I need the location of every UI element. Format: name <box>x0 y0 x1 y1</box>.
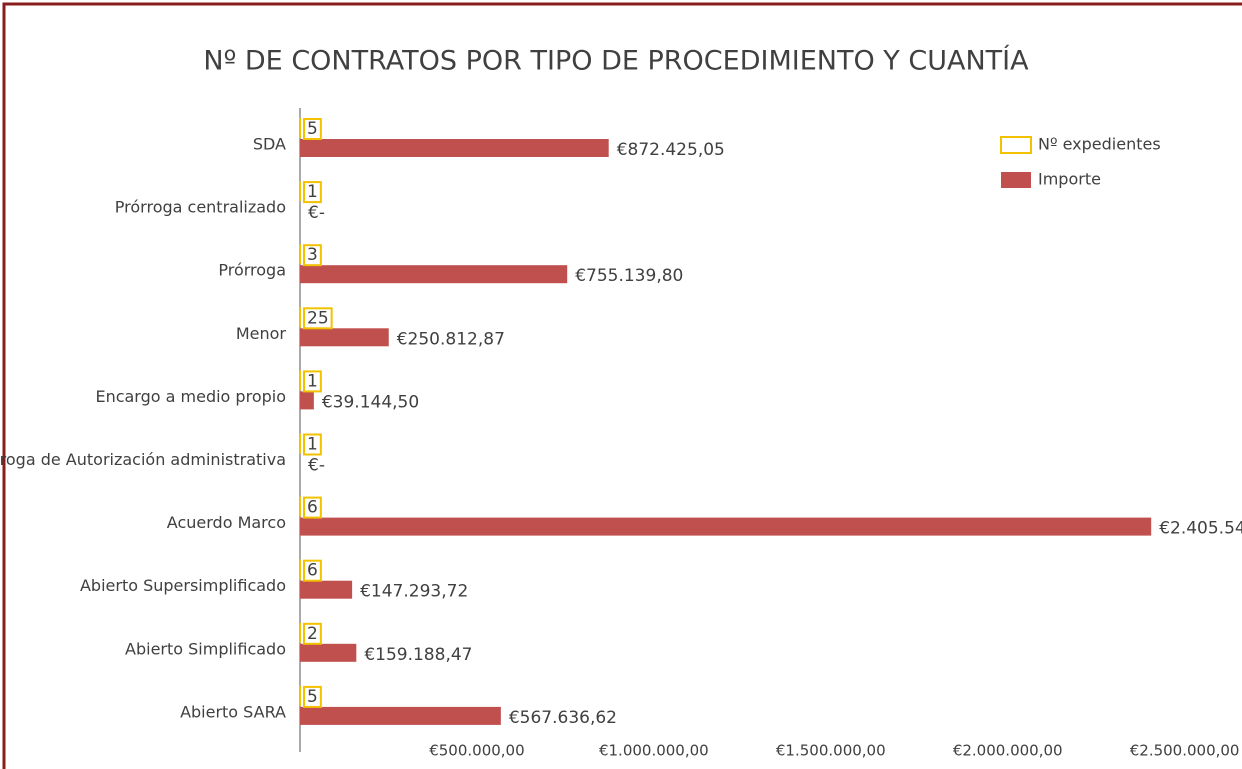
legend-label: Importe <box>1038 170 1101 189</box>
y-tick-label: Encargo a medio propio <box>95 387 286 406</box>
data-label: 6 <box>307 498 318 518</box>
data-label: 1 <box>307 182 318 202</box>
data-label: 3 <box>307 245 318 265</box>
data-label-box <box>303 496 322 519</box>
data-label: 1 <box>307 435 318 455</box>
data-label-box <box>303 622 322 645</box>
y-tick-label: SDA <box>253 135 286 154</box>
chart-title: Nº DE CONTRATOS POR TIPO DE PROCEDIMIENT… <box>203 45 1029 77</box>
data-label: €250.812,87 <box>397 329 505 349</box>
bar <box>300 265 568 284</box>
data-label: €147.293,72 <box>360 582 468 602</box>
y-tick-label: Acuerdo Marco <box>167 513 286 532</box>
x-tick-label: €500.000,00 <box>429 742 524 760</box>
data-label: 25 <box>307 308 329 328</box>
x-tick-label: €1.500.000,00 <box>776 742 886 760</box>
legend-swatch <box>1000 136 1032 154</box>
bar <box>300 706 501 725</box>
y-tick-label: Prórroga de Autorización administrativa <box>0 450 286 469</box>
data-label-box <box>303 244 322 267</box>
y-tick-label: Abierto SARA <box>180 702 286 721</box>
data-label: €159.188,47 <box>364 645 472 665</box>
bar <box>300 391 314 410</box>
data-label: €2.405.546,01 <box>1159 519 1242 539</box>
data-label: €567.636,62 <box>509 708 617 728</box>
data-label-box <box>303 307 333 330</box>
bar <box>300 328 389 347</box>
bar <box>300 580 353 599</box>
x-tick-label: €2.500.000,00 <box>1130 742 1240 760</box>
data-label-box <box>303 559 322 582</box>
data-label: €872.425,05 <box>617 140 725 160</box>
data-label: €39.144,50 <box>322 392 419 412</box>
data-label-box <box>303 370 322 393</box>
bar <box>300 643 357 662</box>
data-label: €- <box>308 456 325 476</box>
data-label-box <box>303 685 322 708</box>
x-tick-label: €2.000.000,00 <box>953 742 1063 760</box>
y-tick-label: Abierto Supersimplificado <box>80 576 286 595</box>
data-label-box <box>303 118 322 140</box>
data-label: 1 <box>307 371 318 391</box>
data-label: €755.139,80 <box>575 266 683 286</box>
x-tick-label: €1.000.000,00 <box>599 742 709 760</box>
data-label-box <box>303 181 322 204</box>
legend-label: Nº expedientes <box>1038 135 1161 154</box>
y-tick-label: Abierto Simplificado <box>125 639 286 658</box>
data-label: 5 <box>307 687 318 707</box>
legend-swatch <box>1001 172 1031 188</box>
data-label-box <box>303 433 322 456</box>
data-label: €- <box>308 203 325 223</box>
bar <box>300 139 609 157</box>
y-tick-label: Menor <box>236 324 287 343</box>
y-tick-label: Prórroga centralizado <box>115 198 286 217</box>
data-label: 2 <box>307 624 318 644</box>
data-label: 5 <box>307 119 318 139</box>
bar <box>300 517 1152 536</box>
y-tick-label: Prórroga <box>218 261 286 280</box>
data-label: 6 <box>307 561 318 581</box>
